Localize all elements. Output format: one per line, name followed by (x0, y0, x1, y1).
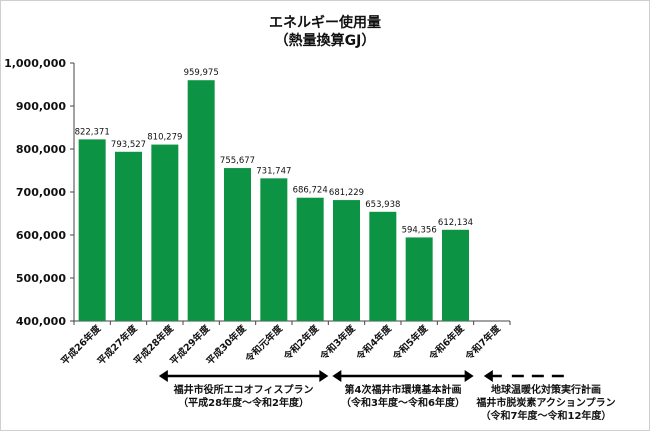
phase2-arrow-left (332, 370, 342, 382)
x-tick-label: 令和4年度 (353, 322, 394, 363)
data-label: 793,527 (111, 140, 146, 150)
data-label: 686,724 (293, 186, 328, 196)
y-tick-label: 600,000 (16, 229, 66, 242)
data-label: 653,938 (365, 200, 400, 210)
y-tick-label: 900,000 (16, 100, 66, 113)
phase3-arrow-left (483, 370, 493, 382)
phase-label: （平成28年度～令和2年度） (178, 398, 310, 409)
bar (151, 144, 179, 321)
data-label: 810,279 (147, 133, 182, 143)
phase1-arrow-left (158, 370, 168, 382)
phase-label: 福井市脱炭素アクションプラン (476, 398, 616, 409)
y-tick-label: 700,000 (16, 186, 66, 199)
bar (405, 237, 433, 321)
phase-label: （令和3年度～令和6年度） (341, 398, 465, 409)
bar (260, 178, 288, 321)
y-tick-label: 500,000 (16, 272, 66, 285)
chart-title: エネルギー使用量 (269, 15, 381, 31)
phase-label: 地球温暖化対策実行計画 (491, 385, 601, 396)
chart-subtitle: （熱量換算GJ） (274, 33, 376, 49)
y-tick-label: 1,000,000 (4, 57, 66, 70)
phase2-arrow-right (464, 370, 474, 382)
x-tick-label: 令和7年度 (462, 322, 503, 363)
bar (224, 168, 251, 321)
x-tick-label: 平成30年度 (204, 322, 249, 367)
bar (78, 139, 106, 321)
data-label: 755,677 (220, 156, 255, 166)
x-tick-label: 令和2年度 (281, 322, 322, 363)
data-label: 612,134 (438, 218, 473, 228)
bar (296, 197, 324, 321)
data-label: 731,747 (256, 166, 291, 176)
data-label: 959,975 (184, 68, 219, 78)
bar (187, 80, 215, 321)
bar (369, 211, 397, 321)
data-label: 822,371 (75, 127, 110, 137)
bar (442, 229, 469, 321)
x-tick-label: 令和5年度 (390, 322, 431, 363)
y-tick-label: 800,000 (16, 143, 66, 156)
data-label: 594,356 (402, 225, 437, 235)
phase-label: 福井市役所エコオフィスプラン (173, 385, 314, 396)
bar (115, 151, 142, 321)
x-tick-label: 令和6年度 (426, 322, 467, 363)
phase-label: 第4次福井市環境基本計画 (344, 385, 462, 396)
bar (333, 200, 360, 321)
phase1-arrow-right (319, 370, 329, 382)
data-label: 681,229 (329, 188, 364, 198)
x-tick-label: 令和3年度 (317, 322, 358, 363)
x-tick-label: 令和元年度 (242, 322, 285, 365)
phase-label: （令和7年度～令和12年度） (480, 411, 612, 422)
y-tick-label: 400,000 (16, 315, 66, 328)
